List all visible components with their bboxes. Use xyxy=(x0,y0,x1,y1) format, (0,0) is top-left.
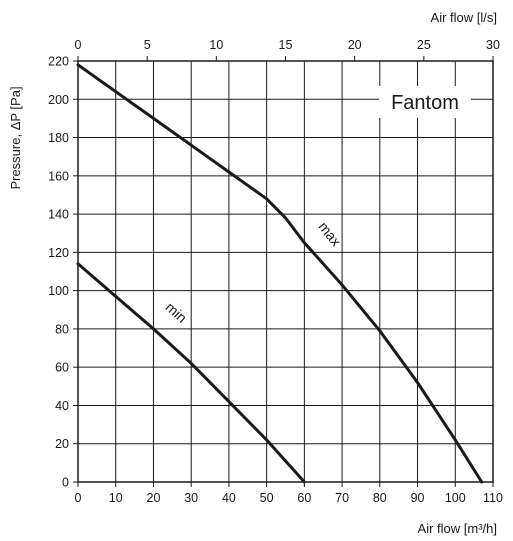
grid xyxy=(77,60,494,483)
y-tick-label: 80 xyxy=(55,322,69,336)
x-tick-label: 40 xyxy=(222,491,236,505)
x-axis-title: Air flow [m³/h] xyxy=(418,521,497,536)
y-axis-ticks: 0 20 40 60 80 100 120 140 160 180 200 220 xyxy=(48,55,78,490)
x-tick-label: 50 xyxy=(260,491,274,505)
series-line-max xyxy=(76,63,484,484)
y-axis-title: Pressure, ΔP [Pa] xyxy=(8,86,23,189)
x-axis-ticks: 0 10 20 30 40 50 60 70 80 90 100 110 xyxy=(75,482,503,505)
y-tick-label: 120 xyxy=(48,246,69,260)
x2-tick-label: 30 xyxy=(486,38,500,52)
x-tick-label: 0 xyxy=(75,491,82,505)
y-tick-label: 0 xyxy=(62,476,69,490)
y-tick-label: 20 xyxy=(55,437,69,451)
x-tick-label: 100 xyxy=(445,491,466,505)
y-tick-label: 140 xyxy=(48,208,69,222)
y-tick-label: 220 xyxy=(48,55,69,69)
y-tick-label: 60 xyxy=(55,361,69,375)
model-title-background xyxy=(379,86,471,118)
max-curve-label: max xyxy=(315,219,344,250)
x2-tick-label: 10 xyxy=(209,38,223,52)
x2-tick-label: 5 xyxy=(144,38,151,52)
x-tick-label: 90 xyxy=(411,491,425,505)
y-tick-label: 160 xyxy=(48,169,69,183)
y-tick-label: 40 xyxy=(55,399,69,413)
min-curve-label: min xyxy=(163,299,190,326)
model-title: Fantom xyxy=(391,92,459,114)
x2-axis-ticks: 0 5 10 15 20 25 30 xyxy=(75,38,500,61)
x2-tick-label: 20 xyxy=(348,38,362,52)
x-tick-label: 60 xyxy=(297,491,311,505)
x-tick-label: 10 xyxy=(109,491,123,505)
x-tick-label: 80 xyxy=(373,491,387,505)
y-tick-label: 180 xyxy=(48,131,69,145)
y-tick-label: 100 xyxy=(48,284,69,298)
series-line-min xyxy=(76,262,306,484)
x-tick-label: 30 xyxy=(184,491,198,505)
x-tick-label: 110 xyxy=(483,491,503,505)
y-tick-label: 200 xyxy=(48,93,69,107)
plot-frame xyxy=(77,60,494,483)
curves xyxy=(76,63,484,484)
x2-tick-label: 25 xyxy=(417,38,431,52)
x-tick-label: 20 xyxy=(147,491,161,505)
x2-tick-label: 15 xyxy=(279,38,293,52)
x-tick-label: 70 xyxy=(335,491,349,505)
x2-axis-title: Air flow [l/s] xyxy=(431,10,497,25)
x2-tick-label: 0 xyxy=(75,38,82,52)
